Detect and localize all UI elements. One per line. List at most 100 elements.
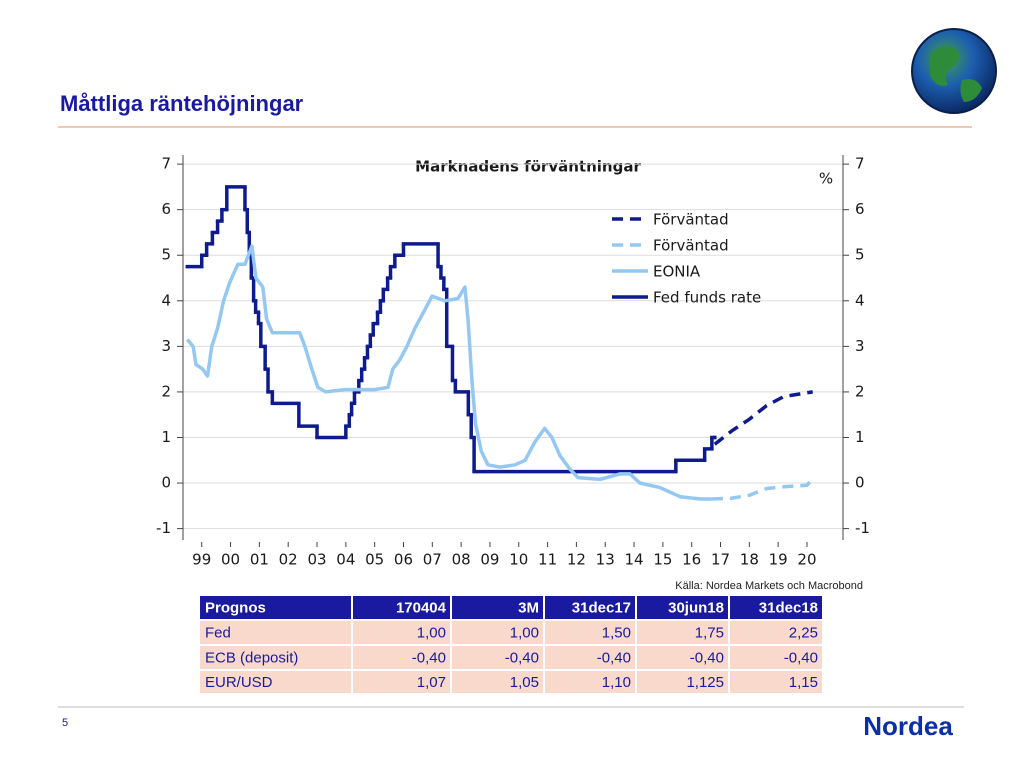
table-cell <box>452 621 543 644</box>
series-line <box>185 244 712 501</box>
slide-title: Måttliga räntehöjningar <box>60 91 304 116</box>
table-header-cell <box>353 596 450 619</box>
y-tick-label: 6 <box>161 200 171 218</box>
table-text: -0,40 <box>412 649 446 666</box>
table-cell <box>353 646 450 669</box>
y-tick-label: 7 <box>161 155 171 173</box>
x-tick-label: 01 <box>250 551 269 569</box>
legend-label: Fed funds rate <box>653 289 761 307</box>
table-cell <box>545 646 635 669</box>
y-tick-label: 1 <box>161 428 171 446</box>
x-tick-label: 11 <box>538 551 557 569</box>
table-cell <box>545 621 635 644</box>
table-cell <box>200 621 351 644</box>
table-cell <box>353 621 450 644</box>
table-text: 1,00 <box>510 624 539 641</box>
table-text: 1,50 <box>602 624 631 641</box>
table-header-text: Prognos <box>205 599 266 616</box>
y2-tick-label: 3 <box>855 337 865 355</box>
x-tick-label: 99 <box>192 551 211 569</box>
y2-tick-label: 0 <box>855 474 865 492</box>
x-tick-label: 20 <box>797 551 816 569</box>
x-tick-label: 19 <box>769 551 788 569</box>
table-text: 1,75 <box>695 624 724 641</box>
x-tick-label: 10 <box>509 551 528 569</box>
y2-tick-label: 5 <box>855 246 865 264</box>
table-text: 2,25 <box>789 624 818 641</box>
table-cell <box>637 646 728 669</box>
table-text: -0,40 <box>690 649 724 666</box>
table-text: 1,15 <box>789 674 818 691</box>
x-tick-label: 16 <box>682 551 701 569</box>
table-header-cell <box>545 596 635 619</box>
table-header-cell <box>730 596 822 619</box>
x-tick-label: 08 <box>452 551 471 569</box>
table-cell <box>730 671 822 693</box>
legend-label: EONIA <box>653 263 701 281</box>
y-tick-label: -1 <box>156 519 171 537</box>
table-text: 1,125 <box>686 674 724 691</box>
table-cell <box>452 671 543 693</box>
page-number: 5 <box>62 717 68 729</box>
source-note: Källa: Nordea Markets och Macrobond <box>675 580 863 592</box>
table-header-text: 3M <box>518 599 539 616</box>
table-text: EUR/USD <box>205 674 273 691</box>
globe-icon <box>911 28 997 114</box>
table-text: 1,00 <box>417 624 446 641</box>
table-text: -0,40 <box>784 649 818 666</box>
chart: Marknadens förväntningar % -1 -10 01 12 23 34… <box>156 155 870 569</box>
table-cell <box>730 621 822 644</box>
table-text: 1,07 <box>417 674 446 691</box>
table-text: 1,05 <box>510 674 539 691</box>
x-tick-label: 03 <box>307 551 326 569</box>
series-line <box>713 390 813 446</box>
y-tick-label: 3 <box>161 337 171 355</box>
table-cell <box>637 671 728 693</box>
y2-tick-label: 1 <box>855 428 865 446</box>
table-cell <box>452 646 543 669</box>
y-tick-label: 2 <box>161 382 171 400</box>
table-header-text: 170404 <box>396 599 447 616</box>
chart-title: Marknadens förväntningar <box>415 158 641 176</box>
x-tick-label: 18 <box>740 551 759 569</box>
legend-label: Förväntad <box>653 237 729 255</box>
y-tick-label: 0 <box>161 474 171 492</box>
x-tick-label: 17 <box>711 551 730 569</box>
table-cell <box>200 671 351 693</box>
table-header-cell <box>452 596 543 619</box>
x-tick-label: 15 <box>653 551 672 569</box>
x-tick-label: 05 <box>365 551 384 569</box>
x-tick-label: 13 <box>596 551 615 569</box>
y2-tick-label: 6 <box>855 200 865 218</box>
y2-tick-label: 4 <box>855 291 865 309</box>
table-cell <box>637 621 728 644</box>
y2-tick-label: 7 <box>855 155 865 173</box>
table-cell <box>545 671 635 693</box>
x-tick-label: 00 <box>221 551 240 569</box>
table-text: Fed <box>205 624 231 641</box>
x-tick-label: 02 <box>279 551 298 569</box>
x-tick-label: 12 <box>567 551 586 569</box>
table-header-text: 31dec17 <box>572 599 631 616</box>
y-unit: % <box>819 170 833 188</box>
table-cell <box>200 646 351 669</box>
forecast-table: Prognos 170404 3M 31dec17 30jun18 31dec18 Fed 1… <box>200 596 822 693</box>
y2-tick-label: -1 <box>855 519 870 537</box>
x-tick-label: 06 <box>394 551 413 569</box>
x-tick-label: 04 <box>336 551 355 569</box>
table-text: ECB (deposit) <box>205 649 298 666</box>
x-tick-label: 09 <box>480 551 499 569</box>
table-cell <box>353 671 450 693</box>
y2-tick-label: 2 <box>855 382 865 400</box>
table-text: 1,10 <box>602 674 631 691</box>
x-tick-label: 14 <box>625 551 644 569</box>
table-header-text: 30jun18 <box>668 599 724 616</box>
table-text: -0,40 <box>505 649 539 666</box>
table-header-cell <box>200 596 351 619</box>
table-header-text: 31dec18 <box>759 599 818 616</box>
series-line <box>711 477 815 501</box>
legend-label: Förväntad <box>653 211 729 229</box>
table-header-cell <box>637 596 728 619</box>
x-tick-label: 07 <box>423 551 442 569</box>
